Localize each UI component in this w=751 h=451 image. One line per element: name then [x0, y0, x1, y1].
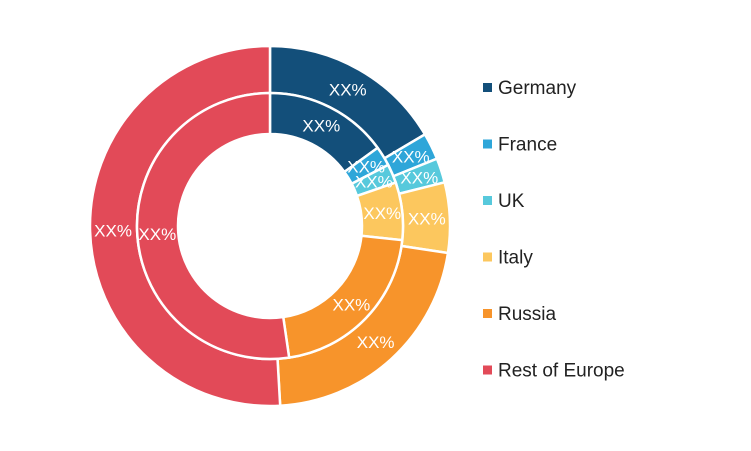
inner-slice-label-rest-of-europe: XX%: [138, 225, 176, 244]
legend-swatch: [483, 139, 492, 149]
outer-slice-label-uk: XX%: [400, 168, 438, 187]
outer-slice-label-italy: XX%: [408, 210, 446, 229]
legend-item-russia: Russia: [483, 304, 557, 325]
legend-swatch: [483, 309, 492, 318]
inner-slice-rest-of-europe: [135, 91, 291, 361]
legend-label: France: [498, 135, 557, 156]
legend-swatch: [483, 196, 492, 205]
inner-slice-label-uk: XX%: [355, 172, 393, 191]
legend: Germany France UK Italy Russia Rest of Europe: [483, 78, 625, 382]
slice-labels-group: XX%XX%XX%XX%XX%XX%XX%XX%XX%XX%XX%XX%: [94, 81, 446, 352]
legend-label: Russia: [498, 304, 557, 325]
legend-label: Italy: [498, 248, 533, 269]
legend-swatch: [483, 365, 492, 375]
legend-label: Germany: [498, 78, 577, 99]
inner-slice-label-france: XX%: [347, 158, 385, 177]
legend-label: Rest of Europe: [498, 361, 625, 382]
inner-slice-label-italy: XX%: [363, 204, 401, 223]
slices-group: [88, 44, 452, 408]
legend-item-uk: UK: [483, 191, 525, 212]
legend-item-italy: Italy: [483, 248, 533, 269]
legend-item-france: France: [483, 135, 557, 156]
outer-slice-label-germany: XX%: [329, 81, 367, 100]
outer-slice-label-france: XX%: [392, 147, 430, 166]
legend-item-germany: Germany: [483, 78, 577, 99]
inner-slice-label-germany: XX%: [302, 116, 340, 135]
legend-item-rest-of-europe: Rest of Europe: [483, 361, 625, 382]
inner-slice-label-russia: XX%: [332, 295, 370, 314]
legend-swatch: [483, 252, 492, 262]
outer-slice-label-russia: XX%: [357, 333, 395, 352]
legend-label: UK: [498, 191, 525, 212]
legend-swatch: [483, 83, 492, 92]
outer-slice-label-rest-of-europe: XX%: [94, 221, 132, 240]
